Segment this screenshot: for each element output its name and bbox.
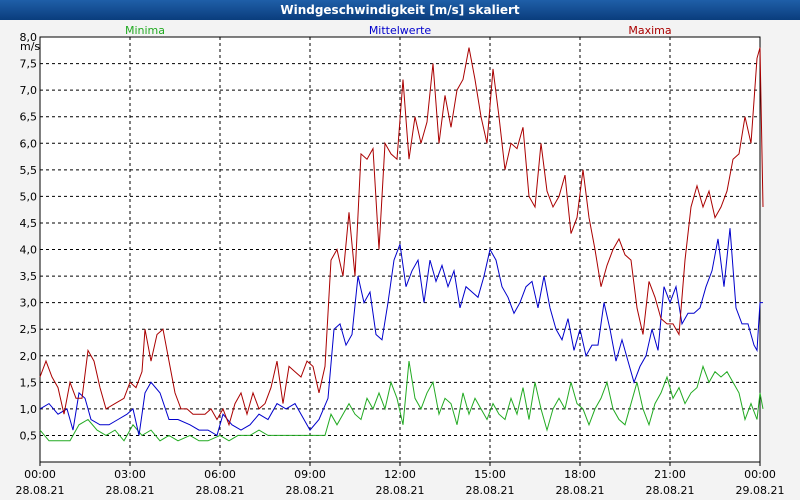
legend-item: Maxima <box>628 24 671 37</box>
y-tick-label: 8,0 <box>20 31 38 44</box>
y-tick-label: 1,0 <box>20 403 38 416</box>
x-tick-date: 28.08.21 <box>286 484 335 497</box>
series-line-maxima <box>39 47 764 427</box>
y-tick-label: 5,5 <box>20 164 38 177</box>
x-tick-date: 29.08.21 <box>736 484 785 497</box>
y-tick-label: 6,5 <box>20 111 38 124</box>
x-tick-time: 21:00 <box>654 468 686 481</box>
x-tick-time: 18:00 <box>564 468 596 481</box>
y-tick-label: 1,5 <box>20 376 38 389</box>
y-tick-label: 2,0 <box>20 350 38 363</box>
y-tick-label: 4,0 <box>20 244 38 257</box>
y-tick-label: 3,5 <box>20 270 38 283</box>
x-tick-date: 28.08.21 <box>646 484 695 497</box>
y-tick-label: 7,0 <box>20 84 38 97</box>
x-tick-date: 28.08.21 <box>196 484 245 497</box>
series-line-minima <box>39 361 764 442</box>
window-title: Windgeschwindigkeit [m/s] skaliert <box>0 0 800 20</box>
x-tick-time: 03:00 <box>114 468 146 481</box>
x-tick-date: 28.08.21 <box>376 484 425 497</box>
x-tick-time: 12:00 <box>384 468 416 481</box>
x-tick-time: 00:00 <box>744 468 776 481</box>
x-tick-time: 09:00 <box>294 468 326 481</box>
legend: Minima Mittelwerte Maxima <box>125 24 672 37</box>
y-tick-label: 3,0 <box>20 297 38 310</box>
x-tick-time: 00:00 <box>24 468 56 481</box>
x-axis: 00:00 28.08.21 03:00 28.08.21 06:00 28.08.21 0… <box>16 462 785 497</box>
y-tick-label: 5,0 <box>20 190 38 203</box>
x-tick-date: 28.08.21 <box>466 484 515 497</box>
y-tick-label: 4,5 <box>20 217 38 230</box>
y-axis: 0,5 1,0 1,5 2,0 2,5 3,0 3,5 4,0 4,5 5,0 5,5 6,0 6,5 7… <box>20 31 38 442</box>
x-tick-time: 15:00 <box>474 468 506 481</box>
series-layer <box>39 47 764 442</box>
x-tick-date: 28.08.21 <box>106 484 155 497</box>
legend-item: Minima <box>125 24 165 37</box>
x-tick-time: 06:00 <box>204 468 236 481</box>
legend-item: Mittelwerte <box>369 24 432 37</box>
x-tick-date: 28.08.21 <box>556 484 605 497</box>
x-tick-date: 28.08.21 <box>16 484 65 497</box>
y-tick-label: 7,5 <box>20 58 38 71</box>
y-tick-label: 6,0 <box>20 137 38 150</box>
y-tick-label: 2,5 <box>20 323 38 336</box>
grid-lines <box>40 36 760 462</box>
y-axis-unit: m/s <box>20 40 40 53</box>
y-tick-label: 0,5 <box>20 429 38 442</box>
series-line-mittelwerte <box>39 228 763 437</box>
